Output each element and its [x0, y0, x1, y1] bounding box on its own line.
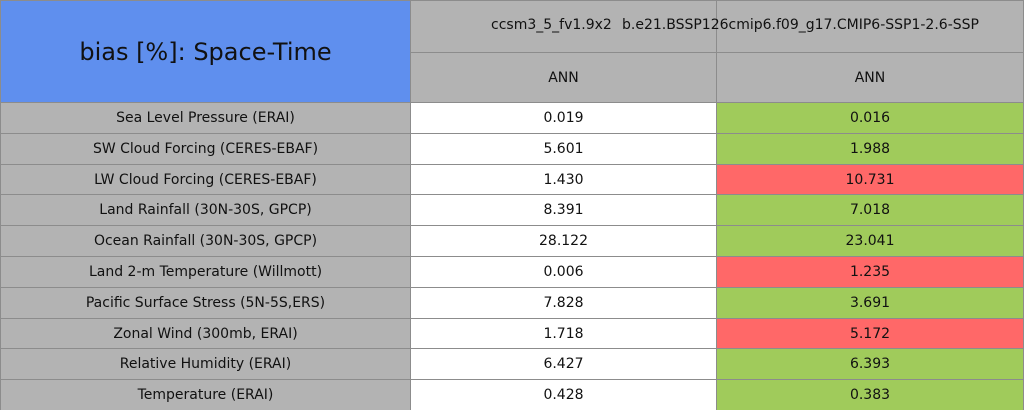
row-label: Land 2-m Temperature (Willmott)	[0, 256, 411, 288]
value-cell: 28.122	[410, 225, 717, 257]
subheader: ANN	[410, 52, 717, 103]
value-cell: 0.383	[716, 379, 1024, 410]
value-cell: 8.391	[410, 194, 717, 226]
row-label: Pacific Surface Stress (5N-5S,ERS)	[0, 287, 411, 319]
value-cell: 0.006	[410, 256, 717, 288]
row-label: SW Cloud Forcing (CERES-EBAF)	[0, 133, 411, 165]
column-header: ccsm3_5_fv1.9x2	[491, 17, 612, 33]
value-cell: 10.731	[716, 164, 1024, 195]
value-cell: 5.172	[716, 318, 1024, 349]
row-label: LW Cloud Forcing (CERES-EBAF)	[0, 164, 411, 195]
header-cell	[716, 0, 1024, 53]
value-cell: 3.691	[716, 287, 1024, 319]
value-cell: 0.428	[410, 379, 717, 410]
value-cell: 7.828	[410, 287, 717, 319]
header-cell	[410, 0, 717, 53]
value-cell: 0.019	[410, 102, 717, 134]
row-label: Relative Humidity (ERAI)	[0, 348, 411, 380]
value-cell: 0.016	[716, 102, 1024, 134]
value-cell: 1.988	[716, 133, 1024, 165]
row-label: Zonal Wind (300mb, ERAI)	[0, 318, 411, 349]
value-cell: 5.601	[410, 133, 717, 165]
value-cell: 1.718	[410, 318, 717, 349]
row-label: Ocean Rainfall (30N-30S, GPCP)	[0, 225, 411, 257]
value-cell: 1.235	[716, 256, 1024, 288]
column-header: b.e21.BSSP126cmip6.f09_g17.CMIP6-SSP1-2.…	[622, 17, 979, 33]
value-cell: 7.018	[716, 194, 1024, 226]
row-label: Land Rainfall (30N-30S, GPCP)	[0, 194, 411, 226]
value-cell: 6.393	[716, 348, 1024, 380]
value-cell: 23.041	[716, 225, 1024, 257]
row-label: Sea Level Pressure (ERAI)	[0, 102, 411, 134]
subheader: ANN	[716, 52, 1024, 103]
row-label: Temperature (ERAI)	[0, 379, 411, 410]
table-title: bias [%]: Space-Time	[0, 0, 411, 103]
value-cell: 1.430	[410, 164, 717, 195]
value-cell: 6.427	[410, 348, 717, 380]
